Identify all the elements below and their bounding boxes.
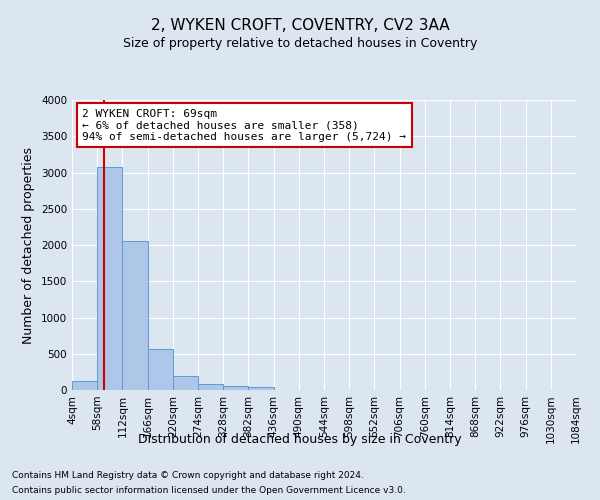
- Bar: [72, 380, 97, 390]
- Bar: [223, 386, 248, 390]
- Bar: [122, 240, 148, 390]
- Bar: [148, 350, 173, 390]
- Bar: [97, 168, 122, 390]
- Text: Size of property relative to detached houses in Coventry: Size of property relative to detached ho…: [123, 38, 477, 51]
- Y-axis label: Number of detached properties: Number of detached properties: [22, 146, 35, 344]
- Text: 2, WYKEN CROFT, COVENTRY, CV2 3AA: 2, WYKEN CROFT, COVENTRY, CV2 3AA: [151, 18, 449, 32]
- Bar: [248, 386, 274, 390]
- Bar: [198, 384, 223, 390]
- Text: Contains public sector information licensed under the Open Government Licence v3: Contains public sector information licen…: [12, 486, 406, 495]
- Text: 2 WYKEN CROFT: 69sqm
← 6% of detached houses are smaller (358)
94% of semi-detac: 2 WYKEN CROFT: 69sqm ← 6% of detached ho…: [82, 108, 406, 142]
- Text: Distribution of detached houses by size in Coventry: Distribution of detached houses by size …: [138, 432, 462, 446]
- Text: Contains HM Land Registry data © Crown copyright and database right 2024.: Contains HM Land Registry data © Crown c…: [12, 471, 364, 480]
- Bar: [173, 376, 198, 390]
